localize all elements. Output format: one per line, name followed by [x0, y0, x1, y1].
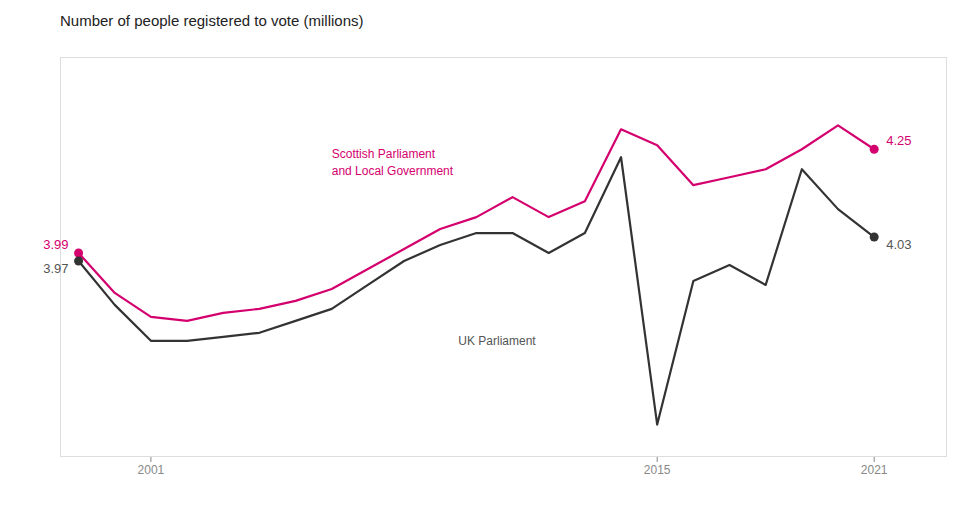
- svg-text:2001: 2001: [138, 463, 165, 477]
- svg-text:3.97: 3.97: [43, 261, 68, 276]
- svg-text:Scottish Parliamentand Local G: Scottish Parliamentand Local Government: [332, 147, 454, 178]
- svg-text:2021: 2021: [861, 463, 888, 477]
- svg-text:4.03: 4.03: [886, 237, 911, 252]
- svg-text:2015: 2015: [644, 463, 671, 477]
- html-text:Number of people registered to: Number of people registered to vote (mil…: [60, 12, 364, 29]
- svg-text:4.25: 4.25: [886, 133, 911, 148]
- svg-text:UK Parliament: UK Parliament: [458, 334, 536, 348]
- svg-text:3.99: 3.99: [43, 237, 68, 252]
